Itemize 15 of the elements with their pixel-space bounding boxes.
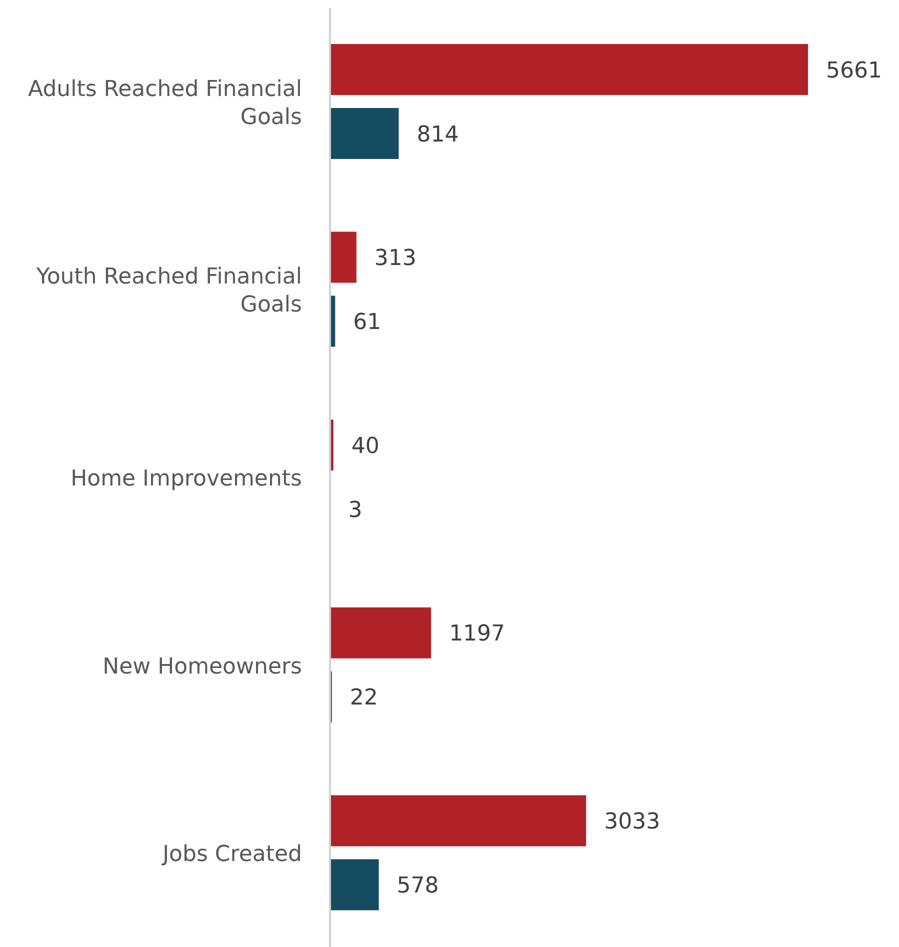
data-label: 40	[351, 434, 380, 459]
data-label: 22	[350, 686, 378, 711]
data-label: 3	[348, 498, 362, 523]
data-label: 578	[396, 874, 439, 899]
y-tick-label: Jobs Created	[160, 842, 302, 868]
y-tick-label: Youth Reached Financial Goals	[35, 264, 302, 318]
y-tick-label: Home Improvements	[70, 466, 302, 492]
data-label: 5661	[826, 58, 882, 84]
y-tick-label: New Homeowners	[102, 654, 302, 680]
data-label: 313	[374, 246, 416, 272]
data-label: 61	[353, 310, 382, 336]
data-label: 3033	[604, 810, 660, 835]
data-label: 1197	[449, 622, 506, 647]
data-label: 814	[416, 122, 459, 148]
y-tick-label: Adults Reached Financial Goals	[28, 76, 302, 130]
